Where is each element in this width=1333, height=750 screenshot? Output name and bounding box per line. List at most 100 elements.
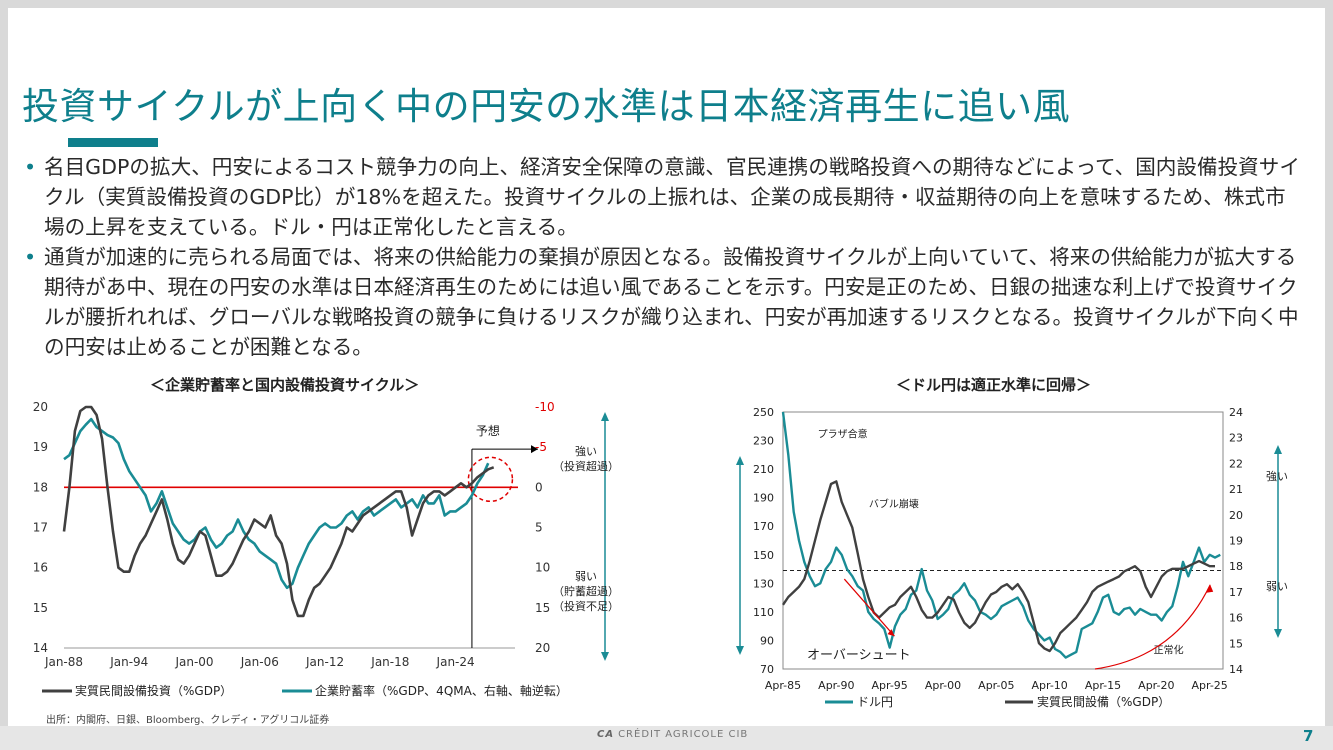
y-left-tick-label: 150	[753, 549, 774, 562]
x-tick-label: Jan-12	[305, 655, 344, 669]
forecast-label: 予想	[476, 423, 500, 438]
y-left-tick-label: 170	[753, 520, 774, 533]
y-right-tick-label: 10	[535, 561, 550, 575]
y-left-tick-label: 20	[33, 400, 48, 414]
y-right-tick-label: 20	[1229, 509, 1243, 522]
x-tick-label: Apr-10	[1032, 679, 1068, 692]
x-tick-label: Apr-90	[818, 679, 854, 692]
left-chart-title: ＜企業貯蓄率と国内設備投資サイクル＞	[150, 376, 420, 394]
y-right-tick-label: 0	[535, 480, 543, 494]
x-tick-label: Apr-15	[1085, 679, 1121, 692]
bullet-text: 名目GDPの拡大、円安によるコスト競争力の向上、経済安全保障の意識、官民連携の戦…	[44, 155, 1300, 239]
strong-label: 強い	[575, 445, 597, 458]
x-tick-label: Apr-25	[1192, 679, 1228, 692]
y-left-tick-label: 130	[753, 577, 774, 590]
right-frame	[1325, 0, 1333, 750]
y-right-tick-label: 15	[535, 601, 550, 615]
arrow-down-icon	[736, 646, 744, 655]
legend-label: 実質民間設備（%GDP）	[1037, 694, 1170, 709]
y-left-tick-label: 230	[753, 435, 774, 448]
top-frame	[0, 0, 1333, 8]
weak-sub-label: （投資不足）	[553, 599, 619, 613]
logo-mark-icon: CA	[597, 729, 615, 740]
arrow-head-icon	[887, 629, 895, 637]
arrow-up-icon	[601, 412, 609, 421]
capex-line	[782, 480, 1215, 653]
y-left-tick-label: 210	[753, 463, 774, 476]
weak-sub-label: （貯蓄超過）	[553, 584, 619, 598]
y-left-tick-label: 190	[753, 492, 774, 505]
bullet-item: • 名目GDPの拡大、円安によるコスト競争力の向上、経済安全保障の意識、官民連携…	[24, 152, 1304, 242]
y-right-tick-label: 17	[1229, 586, 1243, 599]
y-right-tick-label: 14	[1229, 663, 1243, 676]
footer-band	[0, 726, 1333, 750]
x-tick-label: Apr-95	[872, 679, 908, 692]
y-left-tick-label: 110	[753, 606, 774, 619]
bullet-dot: •	[24, 245, 37, 269]
y-right-tick-label: 19	[1229, 535, 1243, 548]
arrow-head-icon	[1206, 584, 1214, 593]
logo-text: CRÉDIT AGRICOLE CIB	[618, 729, 749, 740]
x-tick-label: Jan-00	[174, 655, 213, 669]
plaza-accord-label: プラザ合意	[818, 428, 868, 441]
normalization-arrow	[1094, 584, 1211, 670]
x-tick-label: Jan-94	[109, 655, 148, 669]
y-left-tick-label: 19	[33, 440, 48, 454]
arrow-up-icon	[1274, 445, 1282, 454]
y-left-tick-label: 250	[753, 406, 774, 419]
capex-line	[62, 405, 495, 618]
y-left-tick-label: 70	[760, 663, 774, 676]
source-note: 出所：内閣府、日銀、Bloomberg、クレディ・アグリコル証券	[46, 715, 330, 726]
x-tick-label: Jan-06	[240, 655, 279, 669]
x-tick-label: Jan-24	[436, 655, 475, 669]
x-tick-label: Apr-20	[1138, 679, 1174, 692]
y-right-tick-label: 20	[535, 641, 550, 655]
weak-label: 弱い	[575, 570, 597, 583]
x-tick-label: Apr-05	[978, 679, 1014, 692]
x-tick-label: Jan-18	[370, 655, 409, 669]
company-logo: CA CRÉDIT AGRICOLE CIB	[597, 729, 748, 740]
bullet-dot: •	[24, 155, 37, 179]
legend-label: ドル円	[857, 695, 893, 709]
y-right-tick-label: -10	[535, 400, 555, 414]
usdjpy-chart: 70 90 110 130 150 170 190 210 230 250 14 15 16 17 18 19…	[736, 406, 1288, 709]
savings-investment-chart: 14 15 16 17 18 19 20 -10 -5 0 5 10 15 20 Jan-88 Jan-94 J…	[33, 400, 619, 698]
y-right-tick-label: -5	[535, 440, 547, 454]
y-left-tick-label: 18	[33, 480, 48, 494]
bullet-text: 通貨が加速的に売られる局面では、将来の供給能力の棄損が原因となる。設備投資サイク…	[44, 245, 1299, 359]
arrow-down-icon	[1274, 629, 1282, 638]
x-tick-label: Jan-88	[44, 655, 83, 669]
weak-label: 弱い	[1266, 580, 1288, 593]
y-left-tick-label: 15	[33, 601, 48, 615]
y-right-tick-label: 5	[535, 521, 543, 535]
y-right-tick-label: 22	[1229, 457, 1243, 470]
legend-label: 実質民間設備投資（%GDP）	[75, 683, 232, 698]
y-left-tick-label: 17	[33, 521, 48, 535]
arrow-up-icon	[736, 456, 744, 465]
y-right-tick-label: 16	[1229, 612, 1243, 625]
right-chart-title: ＜ドル円は適正水準に回帰＞	[896, 376, 1092, 394]
left-frame	[0, 0, 8, 750]
y-right-tick-label: 24	[1229, 406, 1243, 419]
bullet-list: • 名目GDPの拡大、円安によるコスト競争力の向上、経済安全保障の意識、官民連携…	[24, 152, 1304, 362]
bullet-item: • 通貨が加速的に売られる局面では、将来の供給能力の棄損が原因となる。設備投資サ…	[24, 242, 1304, 362]
title-underline	[68, 138, 158, 147]
x-tick-label: Apr-85	[765, 679, 801, 692]
usdjpy-line	[781, 411, 1221, 659]
y-right-tick-label: 21	[1229, 483, 1243, 496]
y-left-tick-label: 16	[33, 561, 48, 575]
strong-sub-label: （投資超過）	[553, 459, 619, 473]
savings-rate-line	[63, 417, 490, 590]
plot-frame	[782, 411, 1224, 670]
y-right-tick-label: 23	[1229, 432, 1243, 445]
overshoot-label: オーバーシュート	[807, 648, 911, 663]
legend-label: 企業貯蓄率（%GDP、4QMA、右軸、軸逆転）	[315, 683, 568, 698]
page-number: 7	[1303, 727, 1314, 745]
bubble-burst-label: バブル崩壊	[869, 498, 919, 511]
forecast-arrow-head	[531, 445, 538, 454]
slide-title: 投資サイクルが上向く中の円安の水準は日本経済再生に追い風	[22, 85, 1071, 128]
y-left-tick-label: 14	[33, 641, 48, 655]
y-right-tick-label: 15	[1229, 637, 1243, 650]
overshoot-arrow	[843, 578, 895, 637]
strong-label: 強い	[1266, 470, 1288, 483]
